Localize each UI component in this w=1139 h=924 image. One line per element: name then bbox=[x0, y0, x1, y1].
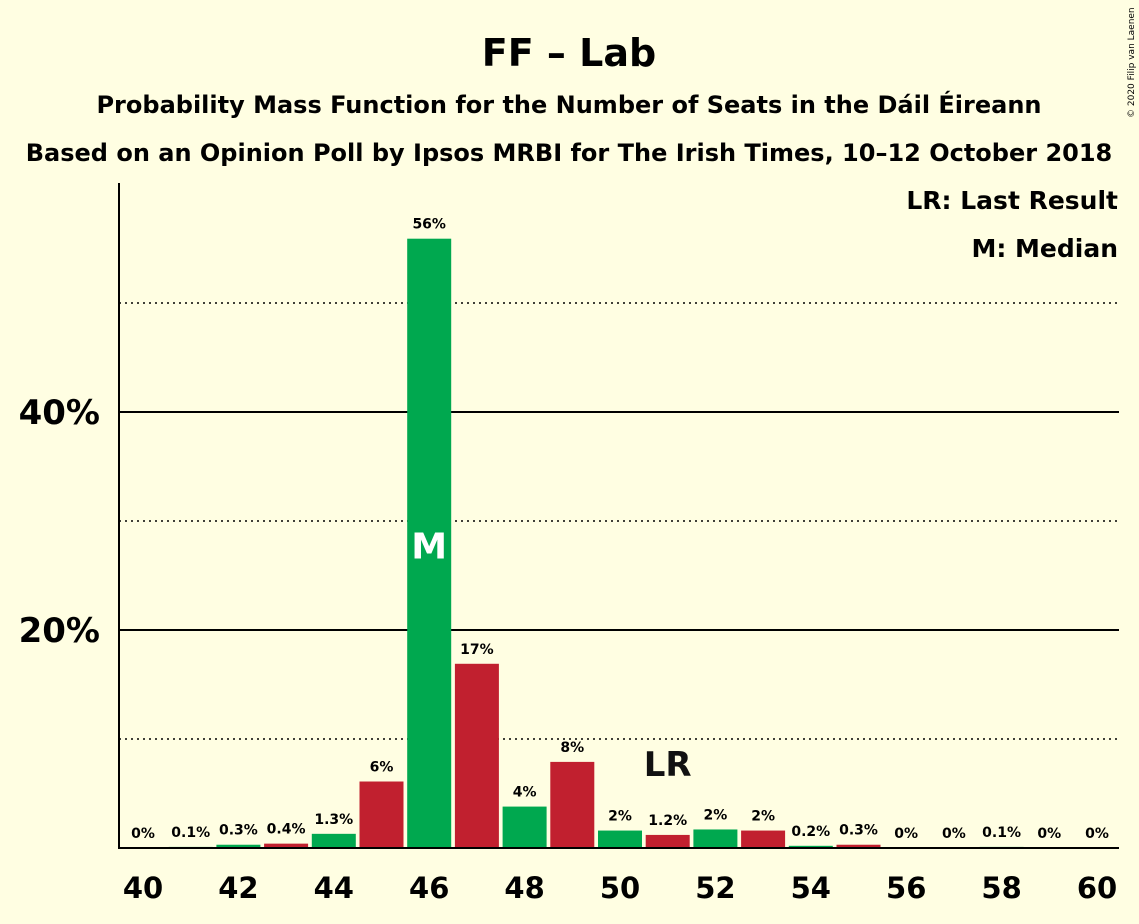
x-tick-label: 46 bbox=[409, 871, 449, 905]
y-tick-label: 40% bbox=[19, 393, 100, 433]
bar-value-label: 6% bbox=[370, 760, 394, 776]
bar bbox=[693, 829, 738, 848]
chart-title: FF – Lab bbox=[482, 31, 656, 75]
bar bbox=[407, 238, 452, 848]
gridlines bbox=[119, 302, 1119, 740]
x-tick-label: 40 bbox=[123, 871, 163, 905]
x-tick-label: 60 bbox=[1077, 871, 1117, 905]
median-marker: M bbox=[411, 527, 447, 568]
bar-value-label: 0.3% bbox=[219, 823, 258, 839]
bar-value-label: 1.3% bbox=[314, 812, 353, 828]
bar-value-label: 0% bbox=[131, 826, 155, 842]
bar-value-label: 0% bbox=[1085, 826, 1109, 842]
chart-source-line: Based on an Opinion Poll by Ipsos MRBI f… bbox=[26, 139, 1113, 167]
bar-value-label: 0.4% bbox=[267, 822, 306, 838]
bar-value-label: 1.2% bbox=[648, 813, 687, 829]
bar bbox=[311, 833, 356, 848]
x-tick-label: 48 bbox=[504, 871, 544, 905]
x-tick-label: 50 bbox=[600, 871, 640, 905]
x-tick-label: 56 bbox=[886, 871, 926, 905]
last-result-marker: LR bbox=[644, 745, 692, 785]
x-tick-label: 44 bbox=[314, 871, 354, 905]
chart-subtitle: Probability Mass Function for the Number… bbox=[96, 90, 1041, 119]
bar bbox=[836, 844, 881, 848]
bar-value-label: 2% bbox=[704, 807, 728, 823]
bar-value-label: 0% bbox=[894, 826, 918, 842]
bar-value-label: 4% bbox=[513, 785, 537, 801]
bar-value-label: 0% bbox=[1037, 826, 1061, 842]
bar-value-label: 8% bbox=[560, 740, 584, 756]
bar-value-label: 0.1% bbox=[982, 825, 1021, 841]
bar-value-label: 0.2% bbox=[791, 824, 830, 840]
bar-value-labels: 0% 0.1% 0.3% 0.4% 1.3% 6% 56% 17% 4% 8% 2% 1.2% 2% 2%… bbox=[131, 217, 1109, 842]
bar-value-label: 56% bbox=[412, 217, 446, 233]
copyright-notice: © 2020 Filip van Laenen bbox=[1127, 7, 1137, 118]
x-tick-label: 58 bbox=[981, 871, 1021, 905]
y-axis-tick-labels: 20% 40% bbox=[19, 393, 100, 651]
x-tick-label: 54 bbox=[791, 871, 831, 905]
bar bbox=[550, 761, 595, 848]
bar bbox=[216, 844, 261, 848]
bar bbox=[359, 781, 404, 848]
bar bbox=[454, 663, 499, 848]
bars bbox=[168, 238, 1024, 848]
bar bbox=[598, 830, 642, 848]
bar-value-label: 0.1% bbox=[171, 825, 210, 841]
bar-value-label: 17% bbox=[460, 642, 494, 658]
legend-last-result: LR: Last Result bbox=[906, 186, 1118, 215]
bar bbox=[788, 845, 833, 848]
bar bbox=[645, 834, 690, 848]
y-tick-label: 20% bbox=[19, 611, 100, 651]
x-tick-label: 52 bbox=[695, 871, 735, 905]
bar-value-label: 2% bbox=[608, 809, 632, 825]
bar bbox=[741, 830, 786, 848]
legend-median: M: Median bbox=[971, 234, 1118, 263]
markers: M LR bbox=[411, 527, 691, 785]
bar-value-label: 2% bbox=[751, 809, 775, 825]
bar-value-label: 0% bbox=[942, 826, 966, 842]
x-tick-label: 42 bbox=[218, 871, 258, 905]
bar bbox=[264, 843, 309, 848]
bar bbox=[502, 806, 547, 848]
bar-value-label: 0.3% bbox=[839, 823, 878, 839]
x-axis-tick-labels: 40 42 44 46 48 50 52 54 56 58 60 bbox=[123, 871, 1117, 905]
